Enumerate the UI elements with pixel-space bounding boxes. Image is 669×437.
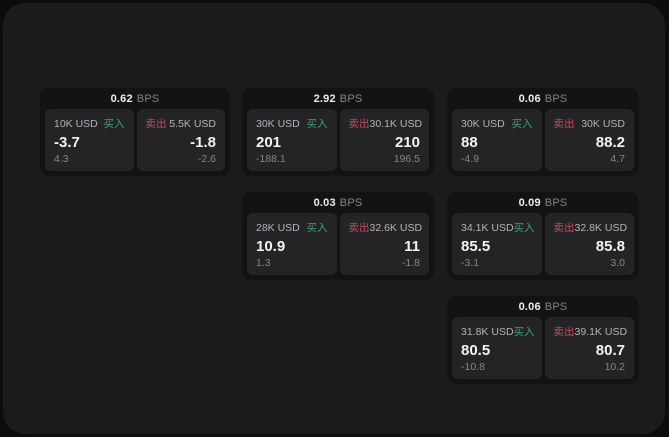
buy-delta: 4.3 <box>54 153 69 165</box>
buy-tag: 买入 <box>511 118 533 130</box>
buy-tag: 买入 <box>306 222 328 234</box>
buy-price: -3.7 <box>54 133 80 151</box>
buy-panel[interactable]: 10K USD 买入 -3.7 4.3 <box>45 109 134 171</box>
buy-price: 80.5 <box>461 341 491 359</box>
quote-card: 0.09 BPS 34.1K USD 买入 85.5 -3.1 卖出 32.8K… <box>447 192 639 280</box>
bps-unit-label: BPS <box>136 92 160 105</box>
bps-value: 0.06 <box>518 300 541 313</box>
buy-amount: 28K USD <box>256 221 300 234</box>
buy-amount: 30K USD <box>256 117 300 130</box>
buy-delta: -3.1 <box>461 257 480 269</box>
sell-delta: 10.2 <box>604 361 625 373</box>
sell-price: 80.7 <box>595 341 625 359</box>
sell-panel[interactable]: 卖出 32.8K USD 85.8 3.0 <box>544 213 634 275</box>
bps-header: 2.92 BPS <box>242 88 434 109</box>
bps-unit-label: BPS <box>544 300 568 313</box>
bps-value: 2.92 <box>313 92 336 105</box>
sell-amount: 30K USD <box>581 117 625 130</box>
buy-amount: 34.1K USD <box>461 221 514 234</box>
quote-card: 0.06 BPS 30K USD 买入 88 -4.9 卖出 30K USD 8… <box>447 88 639 176</box>
buy-amount: 10K USD <box>54 117 98 130</box>
sell-delta: 4.7 <box>610 153 625 165</box>
buy-tag: 买入 <box>103 118 125 130</box>
buy-price: 201 <box>256 133 282 151</box>
buy-panel[interactable]: 34.1K USD 买入 85.5 -3.1 <box>452 213 542 275</box>
sell-amount: 32.6K USD <box>369 221 423 234</box>
buy-delta: -4.9 <box>461 153 480 165</box>
buy-tag: 买入 <box>306 118 328 130</box>
bps-value: 0.09 <box>518 196 541 209</box>
quote-card: 0.62 BPS 10K USD 买入 -3.7 4.3 卖出 5.5K USD… <box>40 88 230 176</box>
bps-header: 0.62 BPS <box>40 88 230 109</box>
bps-header: 0.06 BPS <box>447 88 639 109</box>
buy-amount: 30K USD <box>461 117 505 130</box>
sell-tag: 卖出 <box>348 222 370 234</box>
sell-amount: 30.1K USD <box>369 117 423 130</box>
buy-amount: 31.8K USD <box>461 325 514 338</box>
sell-amount: 39.1K USD <box>574 325 628 338</box>
sell-price: -1.8 <box>190 133 216 151</box>
sell-amount: 32.8K USD <box>574 221 628 234</box>
bps-header: 0.03 BPS <box>242 192 434 213</box>
bps-unit-label: BPS <box>339 196 363 209</box>
bps-header: 0.06 BPS <box>447 296 639 317</box>
sell-delta: 196.5 <box>393 153 420 165</box>
buy-panel[interactable]: 28K USD 买入 10.9 1.3 <box>247 213 337 275</box>
sell-delta: -2.6 <box>197 153 216 165</box>
quote-card: 2.92 BPS 30K USD 买入 201 -188.1 卖出 30.1K … <box>242 88 434 176</box>
buy-tag: 买入 <box>513 222 535 234</box>
sell-panel[interactable]: 卖出 39.1K USD 80.7 10.2 <box>544 317 634 379</box>
buy-panel[interactable]: 31.8K USD 买入 80.5 -10.8 <box>452 317 542 379</box>
sell-delta: 3.0 <box>610 257 625 269</box>
app-window: 0.62 BPS 10K USD 买入 -3.7 4.3 卖出 5.5K USD… <box>3 3 665 434</box>
buy-panel[interactable]: 30K USD 买入 88 -4.9 <box>452 109 542 171</box>
sell-tag: 卖出 <box>348 118 370 130</box>
buy-delta: -188.1 <box>256 153 286 165</box>
sell-tag: 卖出 <box>553 222 575 234</box>
bps-unit-label: BPS <box>339 92 363 105</box>
quote-card: 0.03 BPS 28K USD 买入 10.9 1.3 卖出 32.6K US… <box>242 192 434 280</box>
sell-panel[interactable]: 卖出 30.1K USD 210 196.5 <box>339 109 429 171</box>
bps-unit-label: BPS <box>544 92 568 105</box>
sell-price: 85.8 <box>595 237 625 255</box>
sell-panel[interactable]: 卖出 32.6K USD 11 -1.8 <box>339 213 429 275</box>
sell-delta: -1.8 <box>401 257 420 269</box>
sell-panel[interactable]: 卖出 5.5K USD -1.8 -2.6 <box>136 109 225 171</box>
bps-value: 0.03 <box>313 196 336 209</box>
sell-price: 88.2 <box>595 133 625 151</box>
buy-delta: 1.3 <box>256 257 271 269</box>
sell-tag: 卖出 <box>145 118 167 130</box>
buy-panel[interactable]: 30K USD 买入 201 -188.1 <box>247 109 337 171</box>
bps-value: 0.06 <box>518 92 541 105</box>
sell-amount: 5.5K USD <box>169 117 216 130</box>
sell-panel[interactable]: 卖出 30K USD 88.2 4.7 <box>544 109 634 171</box>
sell-tag: 卖出 <box>553 326 575 338</box>
quote-card: 0.06 BPS 31.8K USD 买入 80.5 -10.8 卖出 39.1… <box>447 296 639 384</box>
buy-price: 85.5 <box>461 237 491 255</box>
sell-price: 210 <box>394 133 420 151</box>
bps-value: 0.62 <box>110 92 133 105</box>
buy-delta: -10.8 <box>461 361 485 373</box>
bps-header: 0.09 BPS <box>447 192 639 213</box>
sell-price: 11 <box>404 237 420 255</box>
buy-tag: 买入 <box>513 326 535 338</box>
buy-price: 10.9 <box>256 237 286 255</box>
bps-unit-label: BPS <box>544 196 568 209</box>
sell-tag: 卖出 <box>553 118 575 130</box>
buy-price: 88 <box>461 133 478 151</box>
